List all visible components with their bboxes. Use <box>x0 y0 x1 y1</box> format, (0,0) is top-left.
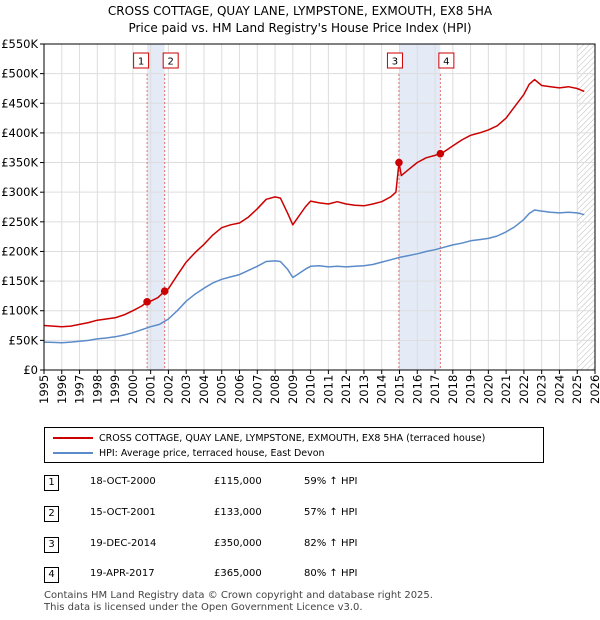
y-tick-label: £550K <box>1 37 38 51</box>
transaction-row: 3 19-DEC-2014 £350,000 82% ↑ HPI <box>44 537 404 553</box>
x-tick-label: 2006 <box>233 375 247 404</box>
y-tick-label: £200K <box>1 244 38 258</box>
x-tick-label: 2019 <box>464 375 478 404</box>
sale-label-box <box>133 52 150 69</box>
footer-copyright: Contains HM Land Registry data © Crown c… <box>44 590 433 601</box>
x-tick-label: 2026 <box>588 375 600 404</box>
x-tick-label: 2004 <box>197 375 211 404</box>
x-tick-label: 2012 <box>339 375 353 404</box>
x-tick-label: 2025 <box>570 375 584 404</box>
x-tick-label: 2010 <box>304 375 318 404</box>
transaction-row: 4 19-APR-2017 £365,000 80% ↑ HPI <box>44 567 404 583</box>
y-tick-label: £50K <box>9 333 39 347</box>
sale-label-box <box>438 52 455 69</box>
transaction-row: 1 18-OCT-2000 £115,000 59% ↑ HPI <box>44 475 404 491</box>
hpi-line <box>43 209 585 344</box>
y-tick-label: £500K <box>1 67 38 81</box>
transaction-number: 4 <box>44 567 59 583</box>
y-tick-label: £0 <box>23 363 38 377</box>
x-tick-label: 2022 <box>517 375 531 404</box>
price-chart: 1 2 3 4 £0 £50K £100K £150K £200K £250K £300K £350K… <box>1 37 600 404</box>
sale-point <box>160 287 169 295</box>
y-tick-label: £150K <box>1 274 38 288</box>
chart-title-line2: Price paid vs. HM Land Registry's House … <box>128 21 472 35</box>
transaction-date: 18-OCT-2000 <box>90 476 156 487</box>
x-tick-label: 2016 <box>410 375 424 404</box>
sale-label-box <box>386 52 403 69</box>
legend-item-hpi: HPI: Average price, terraced house, East… <box>53 446 325 460</box>
x-tick-label: 2018 <box>446 375 460 404</box>
sale-point <box>436 149 445 158</box>
legend: CROSS COTTAGE, QUAY LANE, LYMPSTONE, EXM… <box>44 427 544 463</box>
transaction-date: 15-OCT-2001 <box>90 507 156 518</box>
transaction-hpi: 57% ↑ HPI <box>304 507 358 518</box>
transaction-date: 19-APR-2017 <box>90 568 155 579</box>
sale-label-text: 1 <box>138 57 144 68</box>
y-tick-label: £250K <box>1 215 38 229</box>
transaction-hpi: 80% ↑ HPI <box>304 568 358 579</box>
transaction-price: £115,000 <box>214 476 262 487</box>
x-tick-label: 2008 <box>268 375 282 404</box>
sale-label-text: 4 <box>443 57 449 68</box>
sale-point <box>143 298 151 306</box>
plot-frame <box>43 43 596 371</box>
footer-licence: This data is licensed under the Open Gov… <box>44 602 363 613</box>
transaction-hpi: 59% ↑ HPI <box>304 476 358 487</box>
plot-area <box>44 44 595 370</box>
x-tick-label: 2009 <box>286 375 300 404</box>
transaction-row: 2 15-OCT-2001 £133,000 57% ↑ HPI <box>44 506 404 522</box>
transaction-number: 1 <box>44 475 59 491</box>
transaction-date: 19-DEC-2014 <box>90 538 157 549</box>
sale-point <box>395 158 403 167</box>
forecast-hatch <box>577 44 595 370</box>
y-tick-label: £450K <box>1 96 38 110</box>
x-tick-label: 2021 <box>499 375 513 404</box>
x-tick-label: 1996 <box>55 375 69 404</box>
sale-interval-shade <box>398 44 441 370</box>
x-tick-label: 2005 <box>215 375 229 404</box>
x-tick-label: 2020 <box>481 375 495 404</box>
x-tick-label: 2011 <box>321 375 335 404</box>
x-tick-label: 2014 <box>375 375 389 404</box>
sale-interval-shade <box>147 44 165 370</box>
legend-label-property: CROSS COTTAGE, QUAY LANE, LYMPSTONE, EXM… <box>99 432 486 444</box>
x-tick-label: 1997 <box>73 375 87 404</box>
transaction-number: 2 <box>44 506 59 522</box>
y-tick-label: £100K <box>1 304 38 318</box>
transaction-number: 3 <box>44 537 59 553</box>
sale-label-text: 2 <box>167 57 173 68</box>
x-tick-label: 2013 <box>357 375 371 404</box>
legend-swatch-property <box>53 437 93 439</box>
x-tick-label: 1998 <box>90 375 104 404</box>
x-tick-label: 1995 <box>37 375 51 404</box>
x-tick-label: 2001 <box>144 375 158 404</box>
y-tick-label: £300K <box>1 185 38 199</box>
x-tick-label: 1999 <box>108 375 122 404</box>
chart-title-line1: CROSS COTTAGE, QUAY LANE, LYMPSTONE, EXM… <box>107 4 493 18</box>
x-tick-label: 2015 <box>392 375 406 404</box>
legend-item-property: CROSS COTTAGE, QUAY LANE, LYMPSTONE, EXM… <box>53 431 485 445</box>
x-tick-label: 2007 <box>250 375 264 404</box>
x-tick-label: 2003 <box>179 375 193 404</box>
y-tick-label: £400K <box>1 126 38 140</box>
legend-swatch-hpi <box>53 452 93 454</box>
x-tick-label: 2017 <box>428 375 442 404</box>
x-tick-label: 2002 <box>161 375 175 404</box>
transaction-price: £350,000 <box>214 538 262 549</box>
y-tick-label: £350K <box>1 156 38 170</box>
legend-label-hpi: HPI: Average price, terraced house, East… <box>99 447 325 459</box>
x-tick-label: 2024 <box>552 375 566 404</box>
sale-label-box <box>162 52 179 69</box>
transaction-price: £365,000 <box>214 568 262 579</box>
transaction-price: £133,000 <box>214 507 262 518</box>
transaction-hpi: 82% ↑ HPI <box>304 538 358 549</box>
sale-label-text: 3 <box>392 57 398 68</box>
x-tick-label: 2023 <box>535 375 549 404</box>
x-tick-label: 2000 <box>126 375 140 404</box>
